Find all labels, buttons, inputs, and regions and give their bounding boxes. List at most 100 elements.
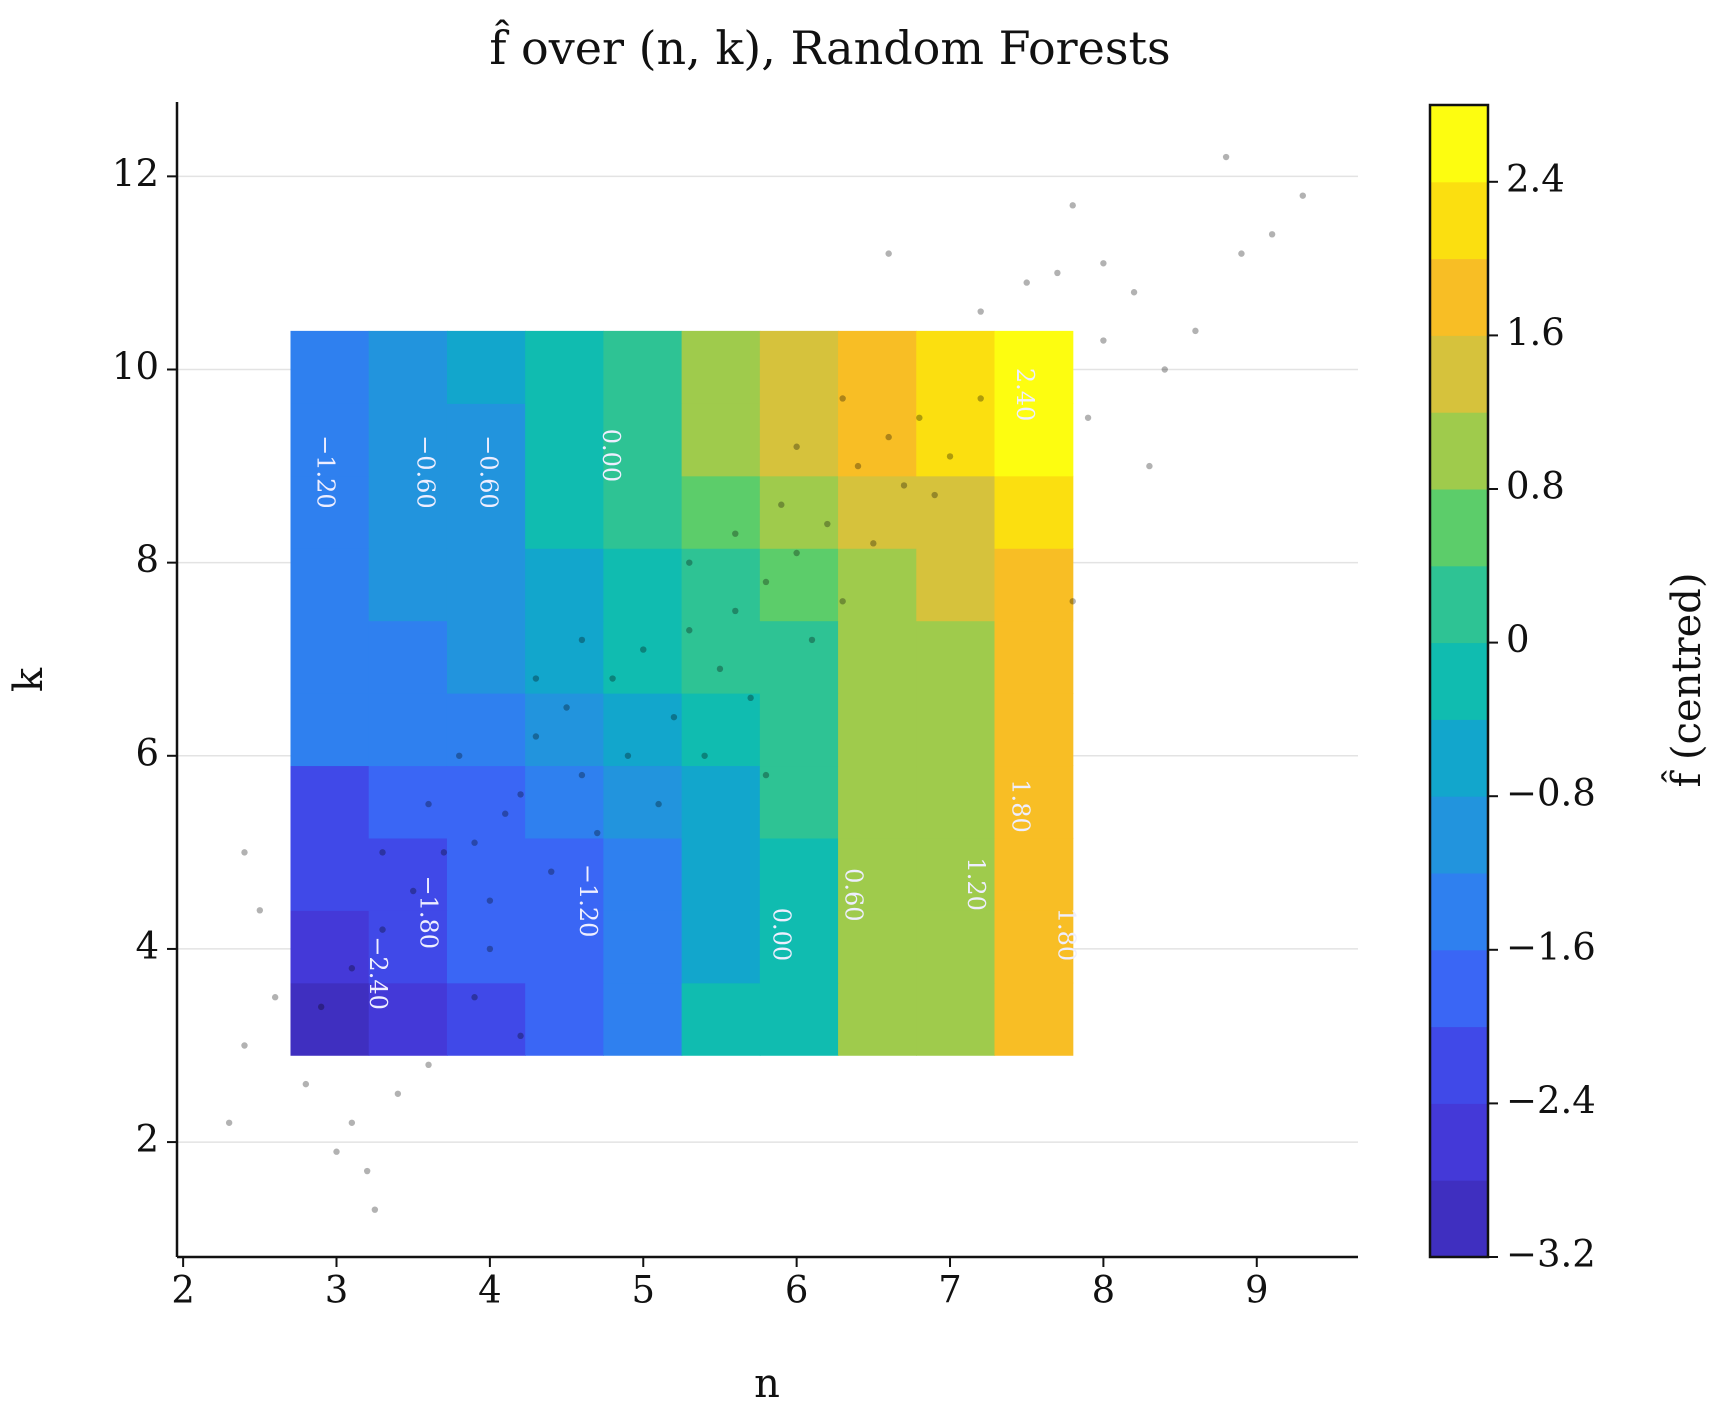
field-cell (759, 910, 839, 984)
sample-point (241, 849, 248, 856)
field-cell (290, 620, 370, 694)
x-tick-label: 6 (785, 1269, 809, 1312)
sample-point (486, 897, 494, 904)
sample-point (778, 501, 785, 508)
sample-point (578, 771, 586, 779)
colorbar-band (1430, 258, 1488, 336)
sample-point (241, 1042, 248, 1049)
sample-point (1161, 366, 1168, 373)
sample-point (870, 540, 877, 547)
sample-point (977, 395, 984, 402)
field-cell (290, 765, 370, 839)
sample-point (348, 1119, 356, 1126)
field-cell (446, 837, 526, 911)
sample-point (1084, 414, 1092, 421)
field-cell (290, 475, 370, 549)
field-cell (838, 620, 917, 694)
field-cell (681, 475, 761, 549)
sample-point (624, 752, 632, 759)
field-cell (290, 548, 370, 622)
colorbar-band (1430, 412, 1488, 490)
field-cell (368, 765, 448, 839)
colorbar-tick-label: −3.2 (1506, 1233, 1596, 1276)
field-cell (838, 548, 917, 622)
field-cell (681, 982, 761, 1056)
sample-point (747, 694, 754, 702)
sample-point (1023, 279, 1030, 286)
sample-point (302, 1080, 310, 1088)
x-axis-label: n (754, 1361, 780, 1407)
sample-point (885, 250, 892, 257)
sample-point (563, 704, 570, 711)
field-cell (368, 475, 448, 549)
field-cell (916, 475, 996, 549)
x-tick-label: 8 (1092, 1269, 1116, 1312)
field-cell (759, 837, 839, 911)
sample-point (532, 675, 540, 682)
field-cell (759, 765, 839, 839)
sample-point (440, 849, 448, 856)
sample-point (379, 849, 386, 856)
field-cell (290, 693, 370, 767)
field-cell (525, 837, 604, 911)
sample-point (1054, 269, 1061, 277)
sample-point (532, 733, 540, 740)
field-cell (603, 982, 683, 1056)
sample-point (824, 520, 831, 528)
chart-title: f̂ over (n, k), Random Forests (489, 19, 1170, 75)
field-cell (603, 330, 683, 404)
field-cell (446, 910, 526, 984)
colorbar-band (1430, 489, 1488, 567)
field-cell (446, 982, 526, 1056)
x-tick-label: 2 (171, 1269, 195, 1312)
field-cell (681, 403, 761, 477)
contour-label: −0.60 (411, 435, 439, 509)
field-cell (603, 620, 683, 694)
field-cell (368, 403, 448, 477)
field-cell (290, 910, 370, 984)
sample-point (686, 627, 693, 634)
x-tick-label: 4 (478, 1269, 502, 1312)
y-axis-label: k (6, 667, 52, 692)
sample-point (885, 433, 892, 441)
field-cell (838, 330, 917, 404)
colorbar-band (1430, 796, 1488, 874)
sample-point (854, 462, 862, 470)
sample-point (371, 1206, 379, 1213)
sample-point (256, 907, 264, 914)
field-cell (603, 403, 683, 477)
colorbar-band (1430, 873, 1488, 951)
field-cell (994, 475, 1074, 549)
colorbar-tick-label: −2.4 (1506, 1079, 1596, 1122)
sample-point (471, 994, 478, 1001)
field-cell (759, 693, 839, 767)
colorbar-band (1430, 1180, 1488, 1258)
contour-label: 0.00 (767, 908, 795, 961)
y-tick-label: 10 (112, 345, 159, 388)
field-cell (916, 837, 996, 911)
contour-label: −0.60 (474, 435, 502, 509)
colorbar-label: f̂ (centred) (1662, 572, 1710, 787)
field-cell (446, 620, 526, 694)
colorbar-band (1430, 1103, 1488, 1181)
sample-point (1130, 289, 1138, 296)
sample-point (839, 395, 846, 402)
field-cell (368, 330, 448, 404)
sample-point (946, 453, 954, 460)
sample-point (425, 1061, 432, 1069)
field-cell (525, 475, 604, 549)
sample-point (762, 771, 770, 779)
contour-label: 1.20 (962, 858, 990, 911)
field-cell (681, 548, 761, 622)
colorbar-band (1430, 565, 1488, 644)
colorbar-frame (1428, 103, 1490, 1259)
field-cell (603, 910, 683, 984)
field-cell (994, 330, 1074, 404)
sample-point (333, 1148, 340, 1155)
field-cell (759, 982, 839, 1056)
contour-label: 1.80 (1007, 779, 1035, 832)
x-tick-label: 3 (325, 1269, 349, 1312)
field-cell (838, 403, 917, 477)
contour-label: −1.20 (574, 864, 602, 938)
